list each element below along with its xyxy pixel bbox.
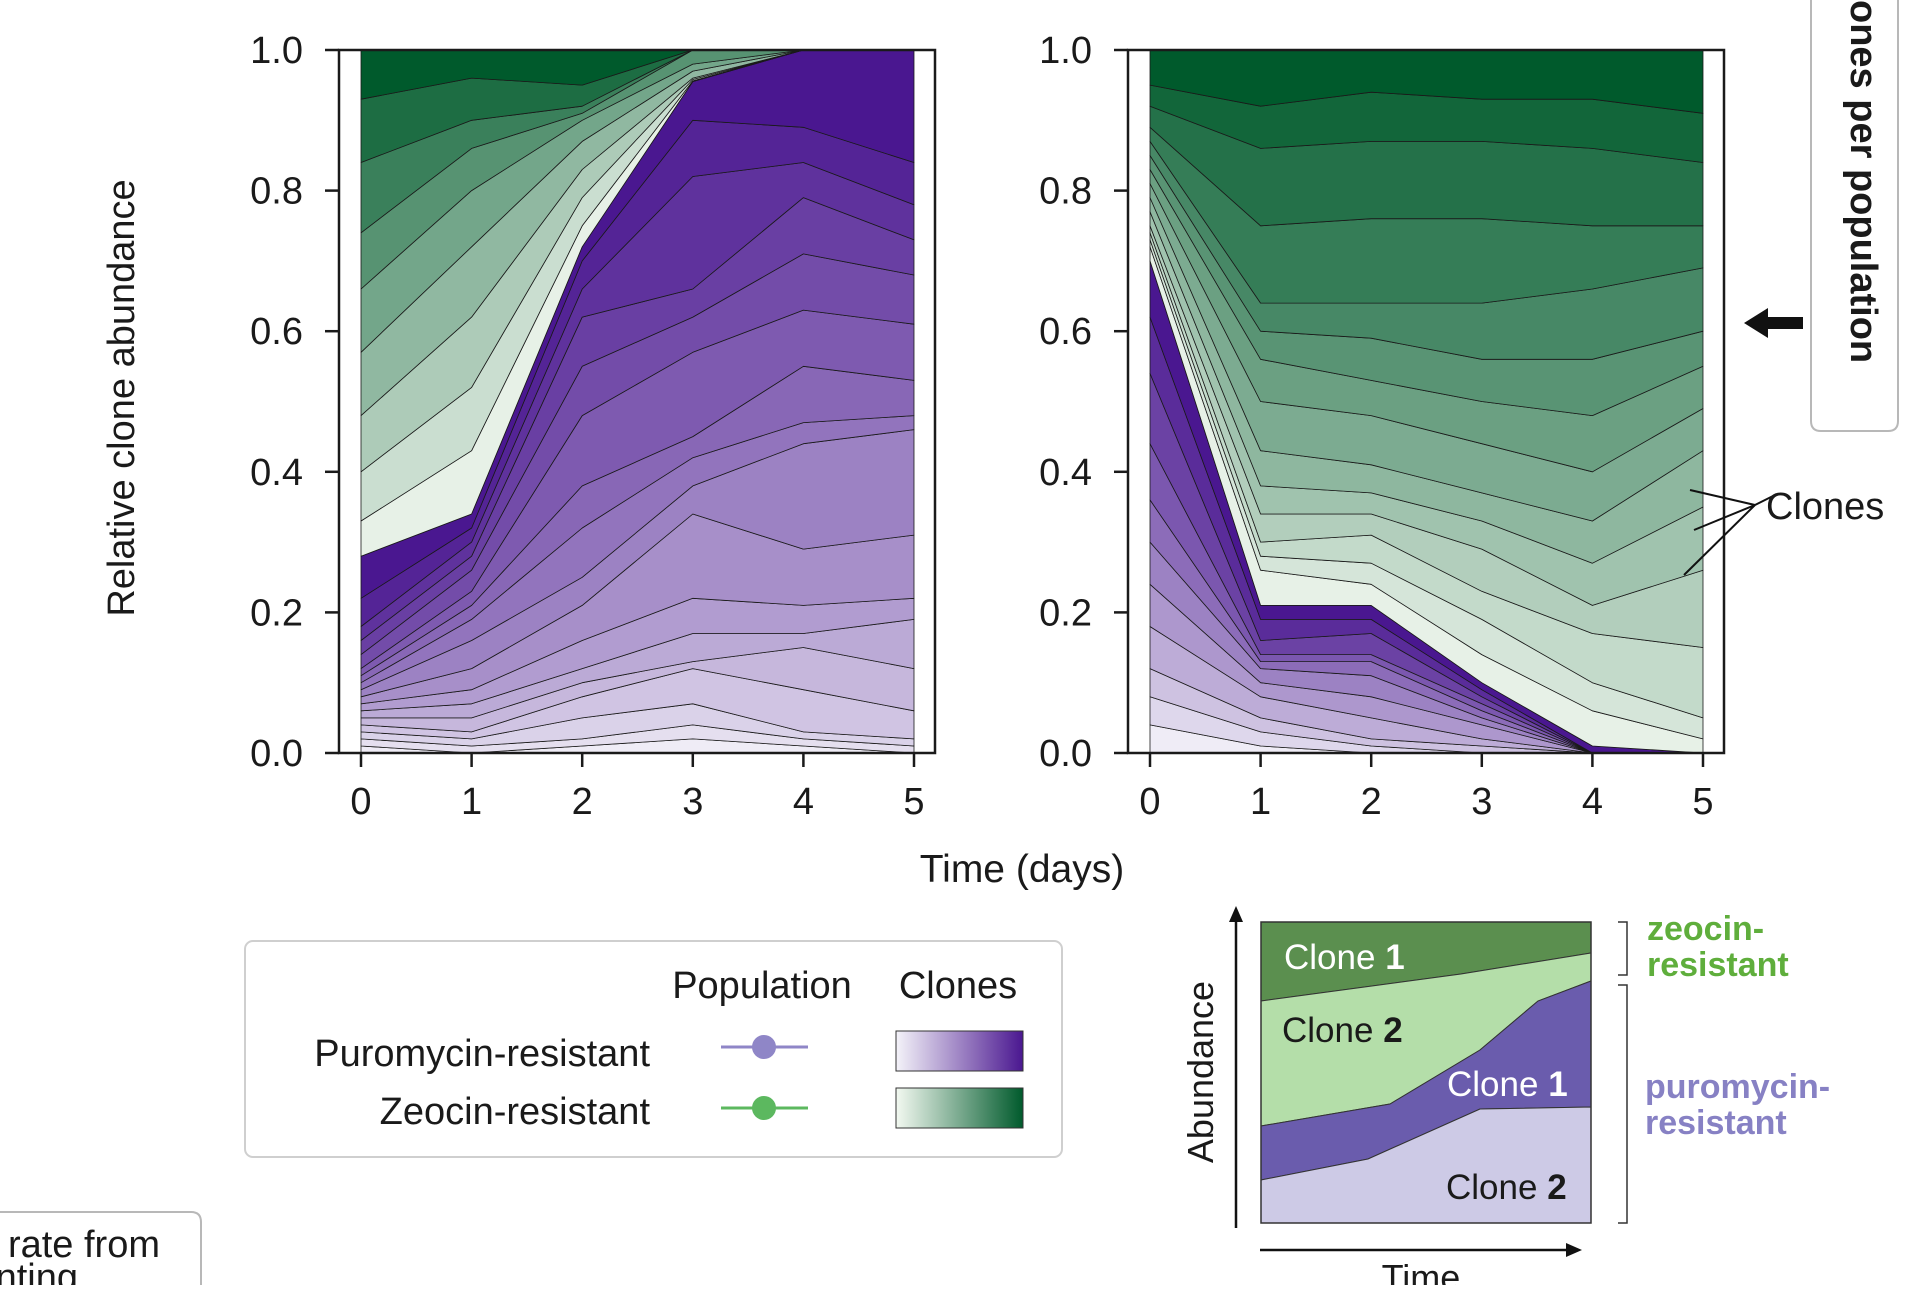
schematic-label-zeocin-clone-2: Clone 2: [1282, 1011, 1403, 1050]
bottom-left-fragment-line-2: nting: [0, 1257, 78, 1285]
side-label-box: ones per population: [1810, 0, 1899, 432]
left-chart-areas: [339, 49, 935, 754]
left-y-tick-label: 0.4: [250, 452, 303, 494]
left-y-tick-label: 0.8: [250, 171, 303, 213]
right-x-tick-label: 1: [1250, 781, 1271, 823]
right-x-tick-label: 3: [1471, 781, 1492, 823]
left-x-tick-label: 1: [461, 781, 482, 823]
right-y-tick-label: 0.4: [1039, 452, 1092, 494]
legend: Population Clones Puromycin-resistant Ze…: [244, 940, 1063, 1158]
right-stacked-area-chart: 0.0 0.2 0.4 0.6 0.8 1.0 0 1 2 3 4 5: [1039, 30, 1726, 823]
schematic-y-label: Abundance: [1180, 981, 1221, 1163]
left-stacked-area-chart: 0.0 0.2 0.4 0.6 0.8 1.0 0 1 2 3 4 5: [250, 30, 937, 823]
legend-header-population: Population: [672, 965, 852, 1007]
legend-label-puromycin: Puromycin-resistant: [314, 1033, 650, 1075]
zeocin-bracket: [1618, 921, 1628, 976]
right-y-tick-label: 0.2: [1039, 592, 1092, 634]
left-chart-axes: 0.0 0.2 0.4 0.6 0.8 1.0 0 1 2 3 4 5: [250, 30, 937, 823]
right-chart-areas: [1128, 49, 1724, 754]
right-x-tick-label: 0: [1139, 781, 1160, 823]
legend-header-clones: Clones: [899, 965, 1017, 1007]
y-axis-label: Relative clone abundance: [101, 179, 143, 616]
bottom-left-fragment-line-1: rate from: [8, 1224, 160, 1266]
clones-pointer-line: [1683, 504, 1756, 576]
puromycin-resistant-label: puromycin- resistant: [1645, 1068, 1840, 1142]
left-x-tick-label: 3: [682, 781, 703, 823]
legend-puromycin-marker: [752, 1035, 776, 1059]
right-x-tick-label: 2: [1361, 781, 1382, 823]
right-y-tick-label: 1.0: [1039, 30, 1092, 72]
left-x-tick-label: 0: [350, 781, 371, 823]
schematic-label-zeocin-clone-1: Clone 1: [1284, 938, 1405, 977]
right-x-tick-label: 4: [1582, 781, 1603, 823]
left-x-tick-label: 2: [572, 781, 593, 823]
right-x-tick-label: 5: [1692, 781, 1713, 823]
right-y-tick-label: 0.0: [1039, 733, 1092, 775]
x-axis-label: Time (days): [920, 848, 1124, 891]
bottom-left-fragment-box: rate from nting: [0, 1211, 202, 1290]
right-y-tick-label: 0.6: [1039, 311, 1092, 353]
schematic-y-arrow-icon: [1229, 906, 1243, 922]
legend-zeocin-gradient: [895, 1087, 1024, 1129]
clones-pointer-line: [1693, 504, 1756, 531]
left-y-tick-label: 0.2: [250, 592, 303, 634]
schematic-label-puromycin-clone-2: Clone 2: [1446, 1168, 1567, 1207]
right-plot-frame: [1126, 48, 1726, 755]
schematic-x-label: Time: [1382, 1257, 1461, 1285]
zeocin-resistant-label: zeocin- resistant: [1647, 910, 1789, 984]
clones-annotation-label: Clones: [1766, 486, 1884, 528]
schematic-label-puromycin-clone-1: Clone 1: [1447, 1065, 1568, 1104]
clones-pointer-line: [1754, 494, 1776, 506]
left-y-tick-label: 0.6: [250, 311, 303, 353]
side-label-text: ones per population: [1842, 0, 1884, 363]
left-arrow-icon: [1744, 308, 1803, 338]
left-plot-frame: [337, 48, 937, 755]
left-y-tick-label: 0.0: [250, 733, 303, 775]
right-y-tick-label: 0.8: [1039, 171, 1092, 213]
left-x-tick-label: 4: [793, 781, 814, 823]
puromycin-bracket: [1618, 984, 1628, 1224]
clones-annotation: Clones: [1683, 486, 1884, 576]
schematic: Clone 1 Clone 2 Clone 1 Clone 2 Abundanc…: [1180, 906, 1840, 1290]
legend-zeocin-marker: [752, 1096, 776, 1120]
clones-pointer-line: [1689, 489, 1756, 506]
right-chart-axes: 0.0 0.2 0.4 0.6 0.8 1.0 0 1 2 3 4 5: [1039, 30, 1726, 823]
left-y-tick-label: 1.0: [250, 30, 303, 72]
left-x-tick-label: 5: [903, 781, 924, 823]
legend-puromycin-gradient: [895, 1030, 1024, 1072]
schematic-x-arrow-icon: [1566, 1243, 1582, 1257]
legend-label-zeocin: Zeocin-resistant: [380, 1091, 651, 1133]
